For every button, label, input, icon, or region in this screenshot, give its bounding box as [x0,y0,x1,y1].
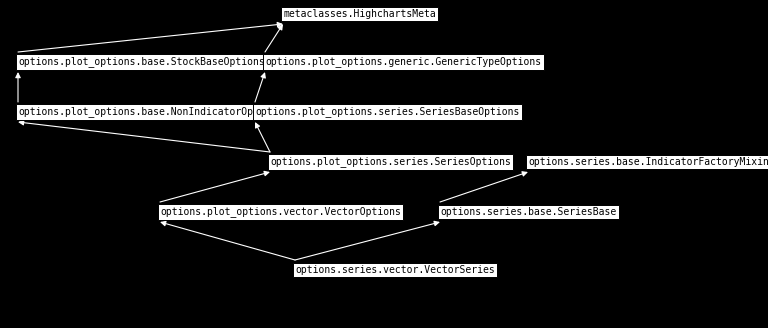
Text: metaclasses.HighchartsMeta: metaclasses.HighchartsMeta [283,9,435,19]
Text: options.plot_options.vector.VectorOptions: options.plot_options.vector.VectorOption… [160,207,401,217]
Text: options.series.base.SeriesBase: options.series.base.SeriesBase [440,207,616,217]
Text: options.series.base.IndicatorFactoryMixin: options.series.base.IndicatorFactoryMixi… [528,157,768,167]
Text: options.plot_options.series.SeriesBaseOptions: options.plot_options.series.SeriesBaseOp… [255,107,519,117]
Text: options.plot_options.generic.GenericTypeOptions: options.plot_options.generic.GenericType… [265,56,541,68]
Text: options.plot_options.series.SeriesOptions: options.plot_options.series.SeriesOption… [270,156,511,168]
Text: options.plot_options.base.NonIndicatorOptions: options.plot_options.base.NonIndicatorOp… [18,107,283,117]
Text: options.plot_options.base.StockBaseOptions: options.plot_options.base.StockBaseOptio… [18,56,265,68]
Text: options.series.vector.VectorSeries: options.series.vector.VectorSeries [295,265,495,275]
